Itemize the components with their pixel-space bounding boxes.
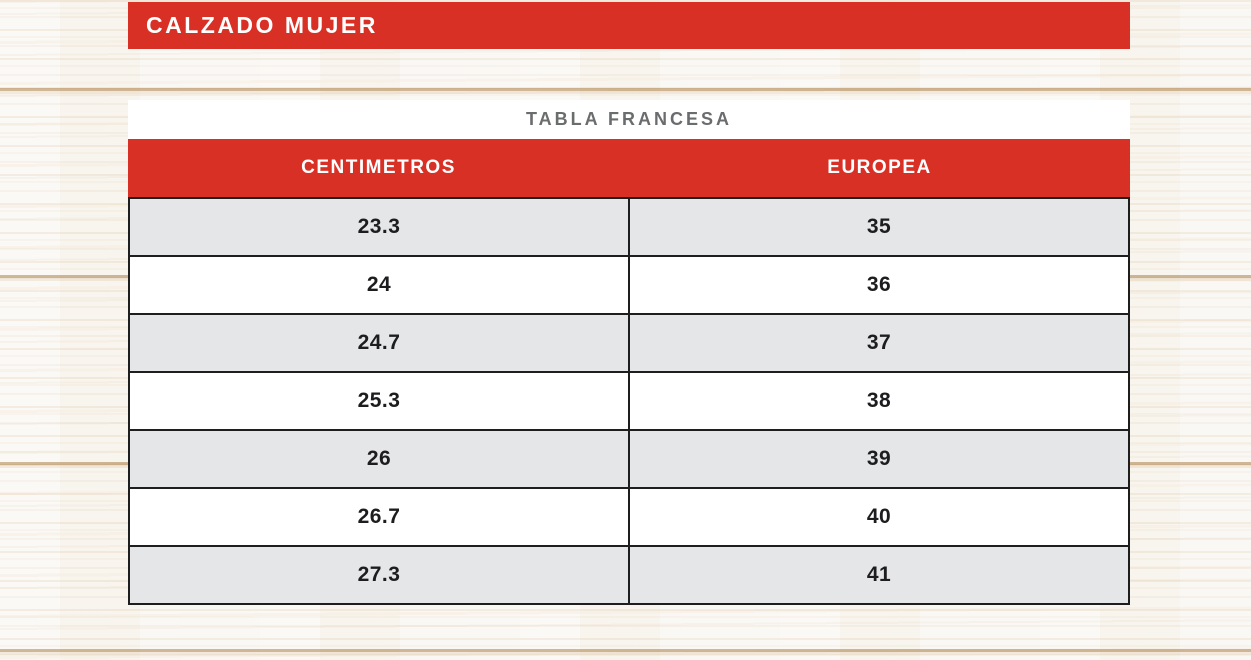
cm-cell: 24.7 bbox=[130, 315, 630, 371]
table-row: 23.3 35 bbox=[130, 199, 1128, 255]
cm-cell: 26.7 bbox=[130, 489, 630, 545]
size-conversion-table: TABLA FRANCESA CENTIMETROS EUROPEA 23.3 … bbox=[128, 100, 1130, 605]
table-title-band: TABLA FRANCESA bbox=[128, 100, 1130, 139]
table-title: TABLA FRANCESA bbox=[526, 109, 732, 129]
table-header-row: CENTIMETROS EUROPEA bbox=[128, 139, 1130, 197]
section-banner: CALZADO MUJER bbox=[128, 2, 1130, 49]
table-body: 23.3 35 24 36 24.7 37 25.3 38 26 39 26.7… bbox=[128, 197, 1130, 605]
cm-cell: 26 bbox=[130, 431, 630, 487]
table-row: 25.3 38 bbox=[130, 371, 1128, 429]
table-row: 24.7 37 bbox=[130, 313, 1128, 371]
eu-cell: 36 bbox=[866, 273, 892, 296]
cm-cell: 25.3 bbox=[130, 373, 630, 429]
table-row: 24 36 bbox=[130, 255, 1128, 313]
cm-cell: 27.3 bbox=[130, 547, 630, 603]
eu-cell: 41 bbox=[866, 563, 892, 586]
cm-cell: 24 bbox=[130, 257, 630, 313]
table-row: 26 39 bbox=[130, 429, 1128, 487]
column-header-europea: EUROPEA bbox=[827, 157, 932, 178]
eu-cell: 39 bbox=[866, 447, 892, 470]
table-row: 26.7 40 bbox=[130, 487, 1128, 545]
column-header-centimetros: CENTIMETROS bbox=[301, 157, 456, 178]
eu-cell: 38 bbox=[866, 389, 892, 412]
cm-cell: 23.3 bbox=[130, 199, 630, 255]
eu-cell: 40 bbox=[866, 505, 892, 528]
section-title: CALZADO MUJER bbox=[146, 12, 378, 38]
table-row: 27.3 41 bbox=[130, 545, 1128, 603]
eu-cell: 35 bbox=[866, 215, 892, 238]
eu-cell: 37 bbox=[866, 331, 892, 354]
